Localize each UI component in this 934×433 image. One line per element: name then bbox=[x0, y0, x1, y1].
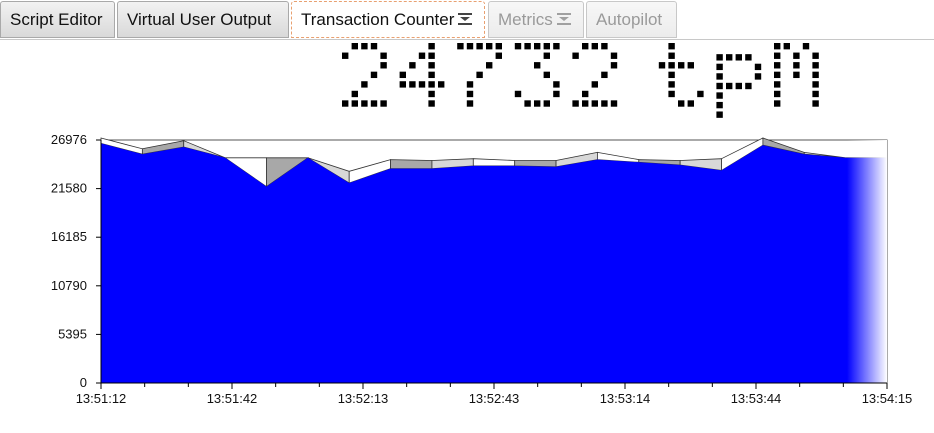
tab-label: Metrics bbox=[498, 10, 553, 29]
x-tick-label: 13:51:12 bbox=[76, 391, 127, 406]
tab-transaction-counter[interactable]: Transaction Counter bbox=[291, 1, 485, 38]
x-tick-label: 13:53:14 bbox=[600, 391, 651, 406]
series-area bbox=[101, 143, 887, 383]
tab-bar: Script Editor Virtual User Output Transact… bbox=[0, 0, 934, 40]
tab-label: Transaction Counter bbox=[301, 10, 455, 29]
counter-glyph-p bbox=[716, 54, 762, 118]
counter-glyph-3 bbox=[514, 43, 560, 107]
y-tick-label: 10790 bbox=[51, 278, 87, 293]
overlay-band bbox=[266, 157, 310, 188]
x-tick-label: 13:53:44 bbox=[731, 391, 782, 406]
transactions-chart: 0 5395 10790 16185 21580 26976 13:51:12 13:51:4… bbox=[51, 132, 913, 406]
counter-glyph-4 bbox=[399, 43, 445, 107]
overlay-band bbox=[390, 159, 433, 170]
x-tick-label: 13:52:43 bbox=[469, 391, 520, 406]
x-tick-label: 13:54:15 bbox=[862, 391, 913, 406]
collapse-icon[interactable] bbox=[556, 12, 572, 26]
tab-label: Virtual User Output bbox=[127, 10, 272, 29]
y-tick-label: 26976 bbox=[51, 132, 87, 147]
collapse-icon[interactable] bbox=[457, 12, 473, 26]
tab-autopilot[interactable]: Autopilot bbox=[586, 1, 677, 38]
tab-label: Autopilot bbox=[596, 10, 663, 29]
overlay-band bbox=[514, 160, 557, 168]
y-tick-label: 21580 bbox=[51, 181, 87, 196]
tab-script-editor[interactable]: Script Editor bbox=[0, 1, 115, 38]
counter-glyph-t bbox=[658, 43, 704, 107]
y-tick-label: 5395 bbox=[58, 326, 87, 341]
tab-label: Script Editor bbox=[10, 10, 103, 29]
tab-metrics[interactable]: Metrics bbox=[488, 1, 584, 38]
y-tick-label: 0 bbox=[80, 375, 87, 390]
fade-edge bbox=[847, 140, 887, 383]
counter-glyph-7 bbox=[457, 43, 502, 107]
x-tick-label: 13:52:13 bbox=[338, 391, 389, 406]
transaction-counter-display bbox=[342, 43, 819, 118]
counter-glyph-m bbox=[774, 43, 819, 107]
x-tick-label: 13:51:42 bbox=[207, 391, 258, 406]
overlay-band bbox=[803, 151, 846, 159]
counter-glyph-2 bbox=[342, 43, 387, 107]
tab-virtual-user-output[interactable]: Virtual User Output bbox=[117, 1, 289, 38]
counter-glyph-2 bbox=[572, 43, 618, 107]
y-tick-label: 16185 bbox=[51, 229, 87, 244]
